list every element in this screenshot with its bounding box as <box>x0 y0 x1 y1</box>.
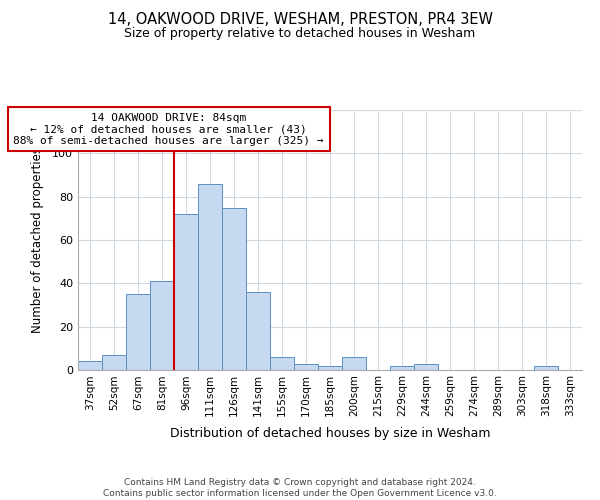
Bar <box>222 208 246 370</box>
Text: 14 OAKWOOD DRIVE: 84sqm
← 12% of detached houses are smaller (43)
88% of semi-de: 14 OAKWOOD DRIVE: 84sqm ← 12% of detache… <box>13 112 324 146</box>
Bar <box>102 355 126 370</box>
Bar <box>270 357 294 370</box>
Bar <box>150 281 174 370</box>
Y-axis label: Number of detached properties: Number of detached properties <box>31 147 44 333</box>
Bar <box>318 366 342 370</box>
Text: Size of property relative to detached houses in Wesham: Size of property relative to detached ho… <box>124 28 476 40</box>
Bar <box>126 294 150 370</box>
Bar <box>78 362 102 370</box>
Bar <box>342 357 366 370</box>
Text: Contains HM Land Registry data © Crown copyright and database right 2024.
Contai: Contains HM Land Registry data © Crown c… <box>103 478 497 498</box>
Bar <box>414 364 438 370</box>
Bar <box>246 292 270 370</box>
Bar <box>198 184 222 370</box>
X-axis label: Distribution of detached houses by size in Wesham: Distribution of detached houses by size … <box>170 428 490 440</box>
Bar <box>294 364 318 370</box>
Bar <box>174 214 198 370</box>
Text: 14, OAKWOOD DRIVE, WESHAM, PRESTON, PR4 3EW: 14, OAKWOOD DRIVE, WESHAM, PRESTON, PR4 … <box>107 12 493 28</box>
Bar <box>390 366 414 370</box>
Bar <box>534 366 558 370</box>
